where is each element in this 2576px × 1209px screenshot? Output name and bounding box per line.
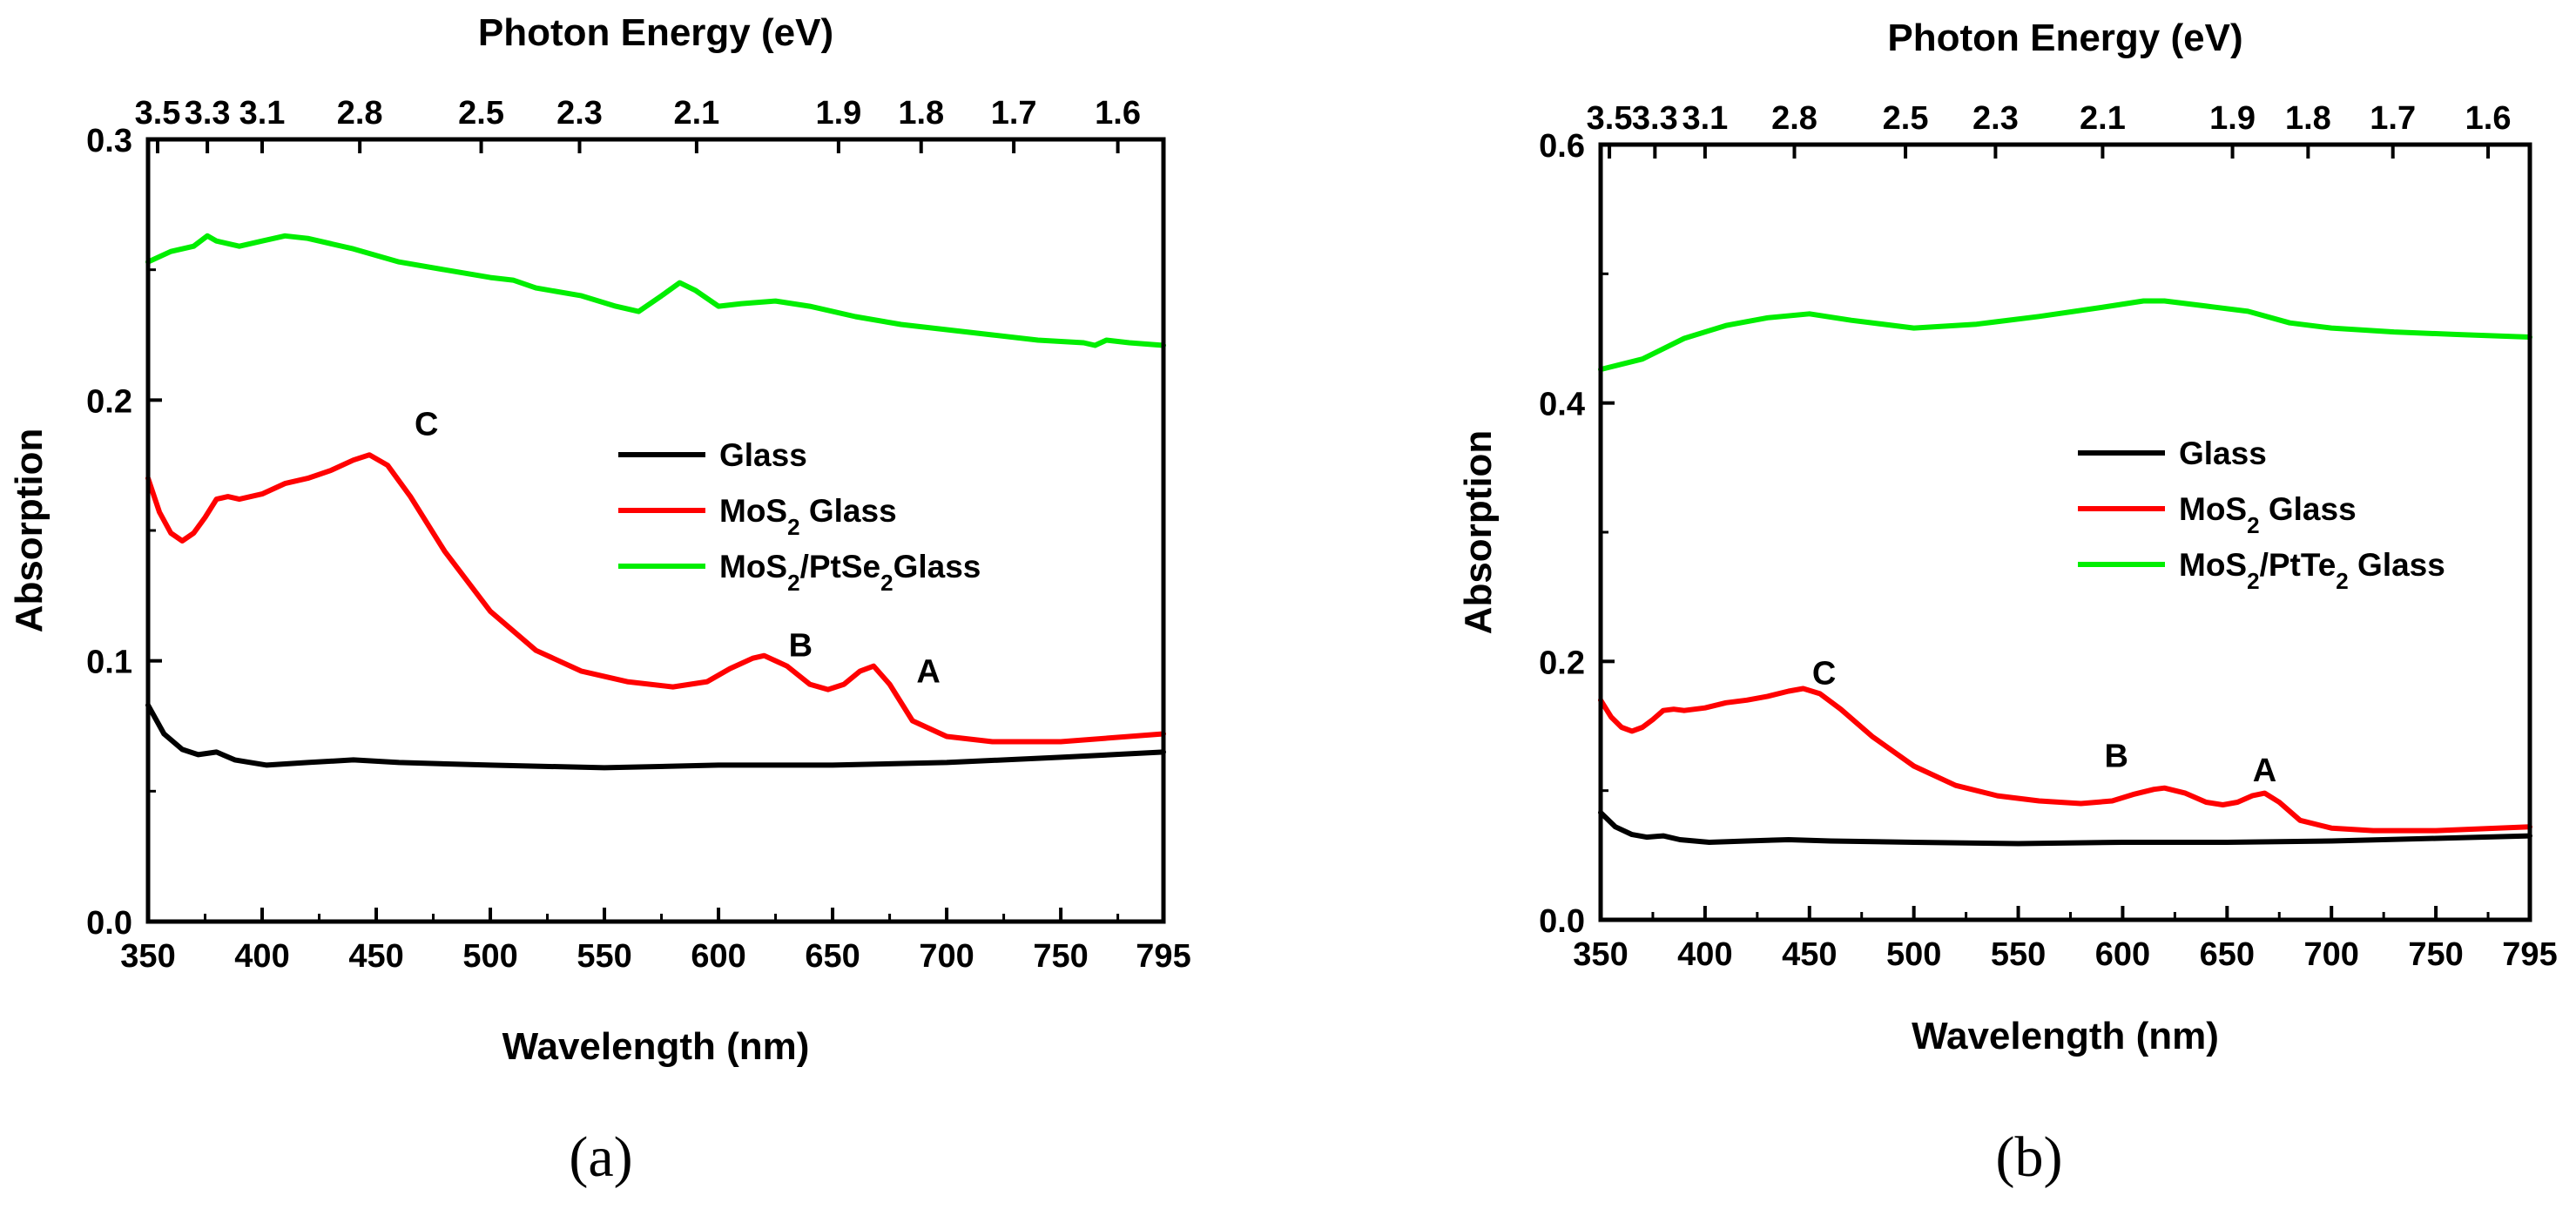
y-axis-title: Absorption [1457,430,1500,635]
top-tick-label: 2.5 [458,95,504,132]
peak-annotation: B [2105,739,2128,775]
legend-label: Glass [719,437,807,473]
peak-annotation: C [1812,656,1836,692]
x-tick-label: 700 [919,938,974,975]
top-axis-title: Photon Energy (eV) [1887,17,2242,59]
top-tick-label: 3.3 [185,95,231,132]
y-tick-label: 0.1 [86,645,132,681]
y-tick-label: 0.3 [86,123,132,159]
legend-label: MoS2 Glass [719,493,897,540]
top-tick-label: 1.7 [991,95,1037,132]
top-tick-label: 3.5 [1587,100,1633,137]
top-tick-label: 3.5 [135,95,181,132]
x-tick-label: 400 [234,938,289,975]
legend-label: Glass [2179,436,2267,471]
x-tick-label: 550 [577,938,631,975]
peak-annotation: A [916,654,940,691]
x-tick-label: 750 [2408,936,2463,973]
panel-label: (a) [569,1125,632,1189]
x-axis-title: Wavelength (nm) [502,1025,810,1068]
top-tick-label: 2.5 [1883,100,1929,137]
top-tick-label: 2.1 [673,95,719,132]
x-tick-label: 795 [2502,936,2557,973]
y-tick-label: 0.4 [1539,387,1585,423]
top-tick-label: 1.7 [2370,100,2416,137]
x-tick-label: 400 [1677,936,1732,973]
series-line-mos2-glass [145,452,1166,745]
x-tick-label: 650 [2200,936,2255,973]
x-tick-label: 650 [805,938,860,975]
top-tick-label: 2.3 [556,95,603,132]
x-tick-label: 500 [462,938,517,975]
y-tick-label: 0.0 [86,905,132,942]
series-line-mos2-ptse2-glass [145,233,1166,348]
x-tick-label: 600 [2095,936,2150,973]
top-tick-label: 1.6 [2465,100,2512,137]
legend-label: MoS2/PtSe2Glass [719,549,981,596]
y-tick-label: 0.6 [1539,128,1585,165]
legend-label: MoS2/PtTe2 Glass [2179,547,2445,594]
top-axis-title: Photon Energy (eV) [478,11,833,54]
top-tick-label: 3.3 [1632,100,1678,137]
peak-annotation: B [789,628,813,665]
top-tick-label: 3.1 [1682,100,1728,137]
peak-annotation: A [2253,753,2276,789]
legend-label: MoS2 Glass [2179,491,2357,538]
y-axis-title: Absorption [8,429,51,633]
x-tick-label: 700 [2304,936,2359,973]
series-line-mos2-ptte2-glass [1598,298,2532,373]
series-line-mos2-glass [1598,686,2532,834]
top-tick-label: 1.9 [815,95,861,132]
top-tick-label: 2.1 [2080,100,2126,137]
x-tick-label: 350 [120,938,175,975]
x-tick-label: 450 [348,938,403,975]
chart-panel-b: 350 400 450 500 550 600 650 700 750 795 0.0 0.2 0.4 0… [1457,17,2558,1189]
top-tick-label: 3.1 [239,95,286,132]
top-tick-label: 2.3 [1972,100,2019,137]
x-tick-label: 795 [1136,938,1190,975]
chart-panel-a: 350 400 450 500 550 600 650 700 750 795 0.0 0.1 0.2 0… [8,11,1191,1189]
y-tick-label: 0.2 [1539,645,1585,681]
x-tick-label: 450 [1782,936,1837,973]
top-tick-label: 2.8 [337,95,383,132]
top-tick-label: 2.8 [1771,100,1817,137]
y-tick-label: 0.2 [86,383,132,420]
series-line-glass [1598,809,2532,847]
top-tick-label: 1.8 [2285,100,2331,137]
top-tick-label: 1.9 [2209,100,2256,137]
y-tick-label: 0.0 [1539,903,1585,940]
x-tick-label: 550 [1991,936,2046,973]
x-tick-label: 600 [691,938,745,975]
peak-annotation: C [415,406,438,442]
panel-label: (b) [1996,1125,2063,1189]
plot-frame [145,137,1166,924]
series-line-glass [145,702,1166,771]
x-tick-label: 500 [1886,936,1941,973]
top-tick-label: 1.6 [1095,95,1141,132]
top-tick-label: 1.8 [898,95,944,132]
x-tick-label: 350 [1573,936,1628,973]
x-axis-title: Wavelength (nm) [1912,1015,2219,1057]
x-tick-label: 750 [1033,938,1088,975]
